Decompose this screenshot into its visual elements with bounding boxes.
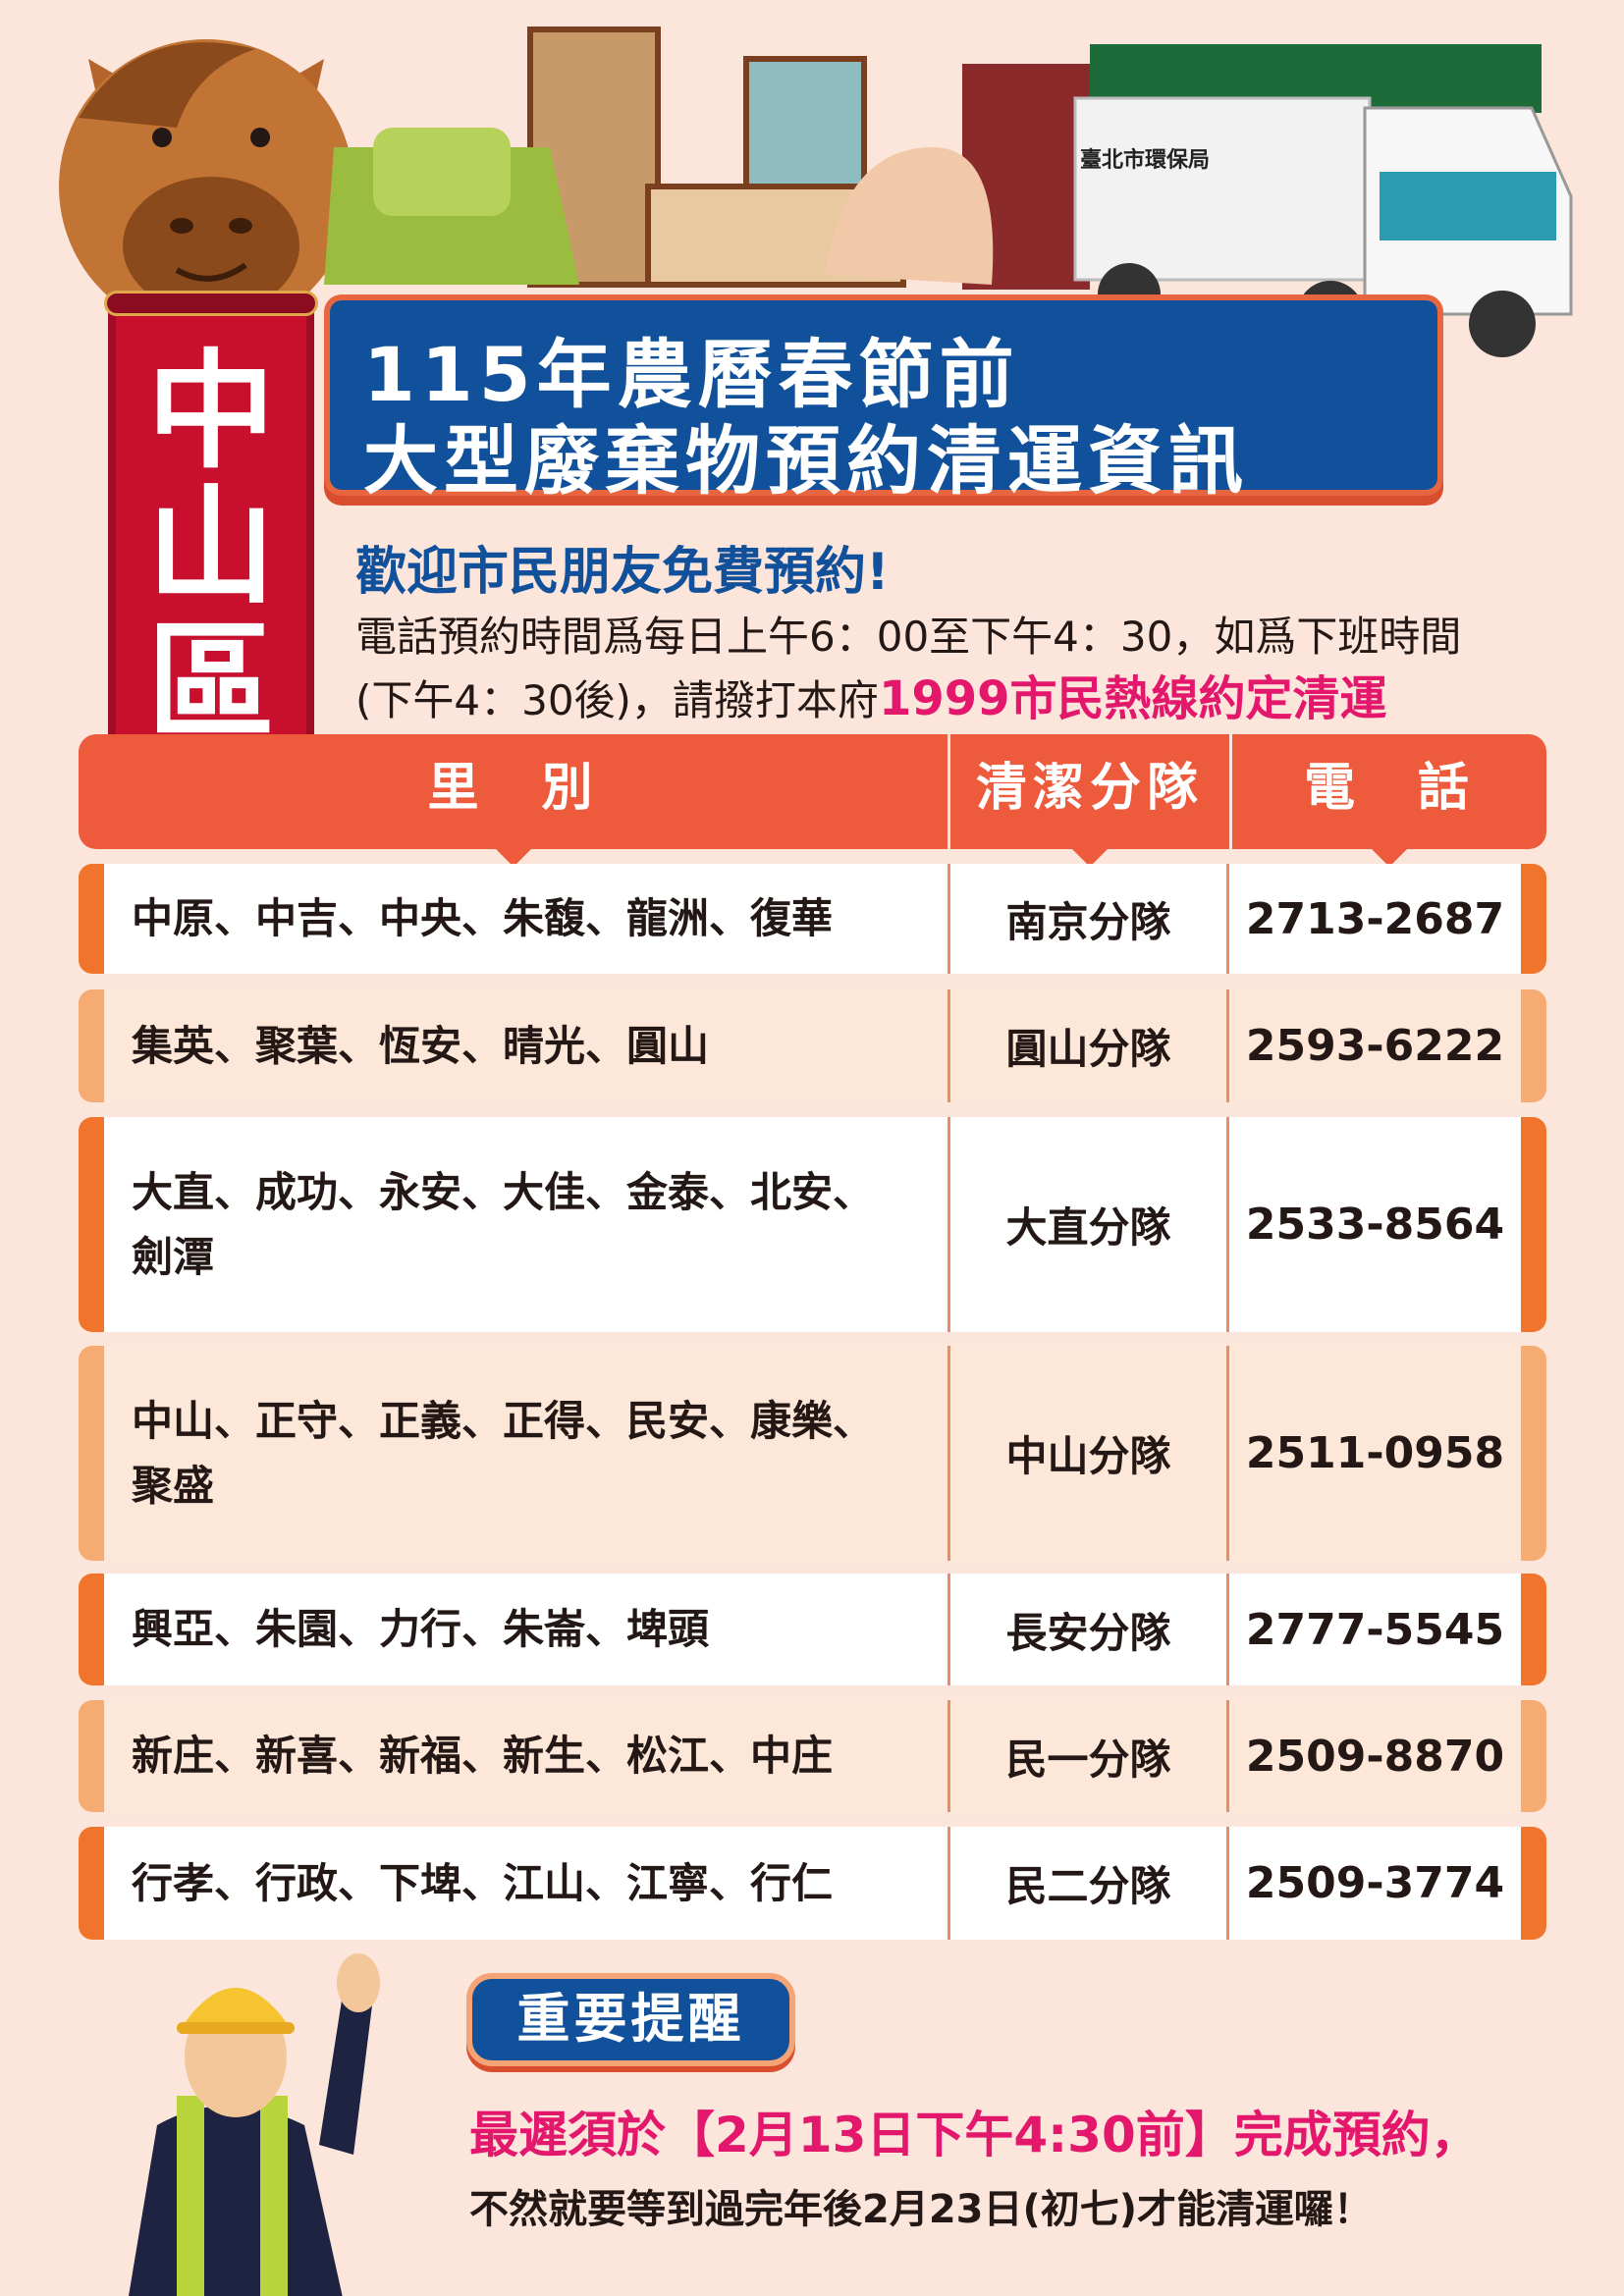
villages-cell: 興亞、朱園、力行、朱崙、埤頭 <box>132 1605 710 1653</box>
villages-cell: 中山、正守、正義、正得、民安、康樂、聚盛 <box>132 1396 875 1510</box>
villages-cell: 新庄、新喜、新福、新生、松江、中庄 <box>132 1732 834 1780</box>
table-row: 興亞、朱園、力行、朱崙、埤頭 長安分隊 2777-5545 <box>79 1574 1546 1685</box>
team-cell: 長安分隊 <box>947 1574 1229 1685</box>
phone-cell[interactable]: 2511-0958 <box>1245 1428 1505 1478</box>
info-line-1: 電話預約時間爲每日上午6：00至下午4：30，如爲下班時間 <box>355 613 1462 661</box>
table-row: 集英、聚葉、恆安、晴光、圓山 圓山分隊 2593-6222 <box>79 989 1546 1102</box>
team-cell: 中山分隊 <box>947 1346 1229 1561</box>
table-row: 大直、成功、永安、大佳、金泰、北安、劍潭 大直分隊 2533-8564 <box>79 1117 1546 1332</box>
district-name: 中 山 區 <box>116 344 306 750</box>
villages-cell: 中原、中吉、中央、朱馥、龍洲、復華 <box>132 894 834 942</box>
district-char: 區 <box>146 608 275 757</box>
table-row: 行孝、行政、下埤、江山、江寧、行仁 民二分隊 2509-3774 <box>79 1827 1546 1940</box>
villages-cell: 行孝、行政、下埤、江山、江寧、行仁 <box>132 1858 834 1907</box>
worker-illustration <box>129 1953 380 2296</box>
title-line-1: 115年農曆春節前 <box>363 331 1020 418</box>
phone-cell[interactable]: 2509-3774 <box>1245 1858 1505 1908</box>
district-char: 山 <box>146 472 275 621</box>
team-cell: 民一分隊 <box>947 1700 1229 1812</box>
villages-cell: 大直、成功、永安、大佳、金泰、北安、劍潭 <box>132 1167 875 1281</box>
phone-cell[interactable]: 2777-5545 <box>1245 1604 1505 1655</box>
table-row: 新庄、新喜、新福、新生、松江、中庄 民一分隊 2509-8870 <box>79 1700 1546 1812</box>
furniture-icon <box>324 27 1090 290</box>
villages-cell: 集英、聚葉、恆安、晴光、圓山 <box>132 1021 710 1070</box>
team-cell: 民二分隊 <box>947 1827 1229 1940</box>
team-cell: 大直分隊 <box>947 1117 1229 1332</box>
phone-cell[interactable]: 2593-6222 <box>1245 1021 1505 1071</box>
phone-cell[interactable]: 2533-8564 <box>1245 1200 1505 1250</box>
title-line-2: 大型廢棄物預約清運資訊 <box>363 417 1249 505</box>
table-header: 里 別 清潔分隊 電 話 <box>79 734 1546 867</box>
garbage-truck-icon: 臺北市環保局 <box>1073 44 1573 357</box>
truck-text: 臺北市環保局 <box>1080 147 1210 173</box>
info-line-2: (下午4：30後)，請撥打本府1999市民熱線約定清運 <box>355 660 1387 728</box>
district-char: 中 <box>146 337 275 486</box>
welcome-heading: 歡迎市民朋友免費預約! <box>355 543 890 602</box>
header-villages: 里 別 <box>79 734 947 867</box>
helmet-icon <box>182 1988 290 2027</box>
district-scroll: 中 山 區 <box>104 291 318 799</box>
table-row: 中山、正守、正義、正得、民安、康樂、聚盛 中山分隊 2511-0958 <box>79 1346 1546 1561</box>
team-cell: 南京分隊 <box>947 864 1229 974</box>
info-prefix: (下午4：30後)，請撥打本府 <box>355 676 879 724</box>
reminder-badge: 重要提醒 <box>466 1973 795 2066</box>
note-text: 不然就要等到過完年後2月23日(初七)才能清運囉！ <box>469 2187 1374 2232</box>
title-banner <box>324 294 1443 496</box>
header-phone: 電 話 <box>1232 734 1546 867</box>
phone-cell[interactable]: 2713-2687 <box>1245 893 1505 944</box>
hotline-text: 1999市民熱線約定清運 <box>878 671 1387 726</box>
header-team: 清潔分隊 <box>950 734 1229 867</box>
team-cell: 圓山分隊 <box>947 989 1229 1102</box>
phone-cell[interactable]: 2509-8870 <box>1245 1731 1505 1782</box>
table-row: 中原、中吉、中央、朱馥、龍洲、復華 南京分隊 2713-2687 <box>79 864 1546 974</box>
horse-mascot-icon <box>59 39 353 334</box>
deadline-text: 最遲須於【2月13日下午4:30前】完成預約， <box>469 2107 1480 2163</box>
header-illustration: 臺北市環保局 <box>59 27 1573 357</box>
